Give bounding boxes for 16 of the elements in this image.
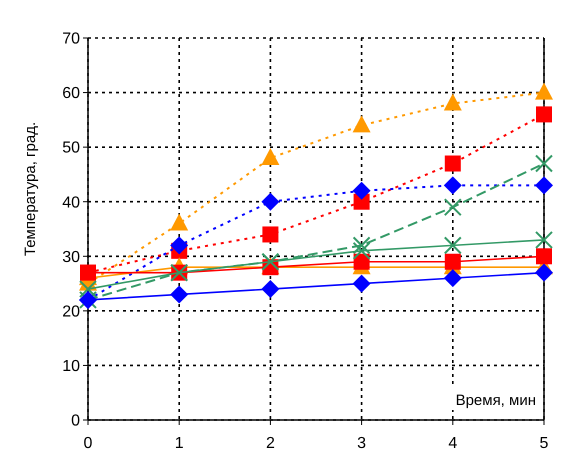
x-tick-label: 3 xyxy=(357,435,366,452)
y-tick-label: 20 xyxy=(62,303,80,320)
y-tick-label: 60 xyxy=(62,85,80,102)
x-tick-label: 4 xyxy=(448,435,458,452)
y-tick-label: 0 xyxy=(71,412,80,430)
x-axis-title: Время, мин xyxy=(456,392,536,409)
y-tick-label: 10 xyxy=(62,358,80,376)
y-tick-label: 30 xyxy=(62,248,80,266)
y-tick-label: 70 xyxy=(62,30,80,48)
x-tick-label: 5 xyxy=(540,435,549,452)
y-axis-title: Температура, град. xyxy=(22,122,39,256)
y-tick-label: 50 xyxy=(62,140,80,157)
x-tick-label: 0 xyxy=(84,435,93,452)
x-tick-label: 2 xyxy=(266,435,275,452)
y-tick-label: 40 xyxy=(62,194,80,212)
x-tick-label: 1 xyxy=(174,435,184,452)
